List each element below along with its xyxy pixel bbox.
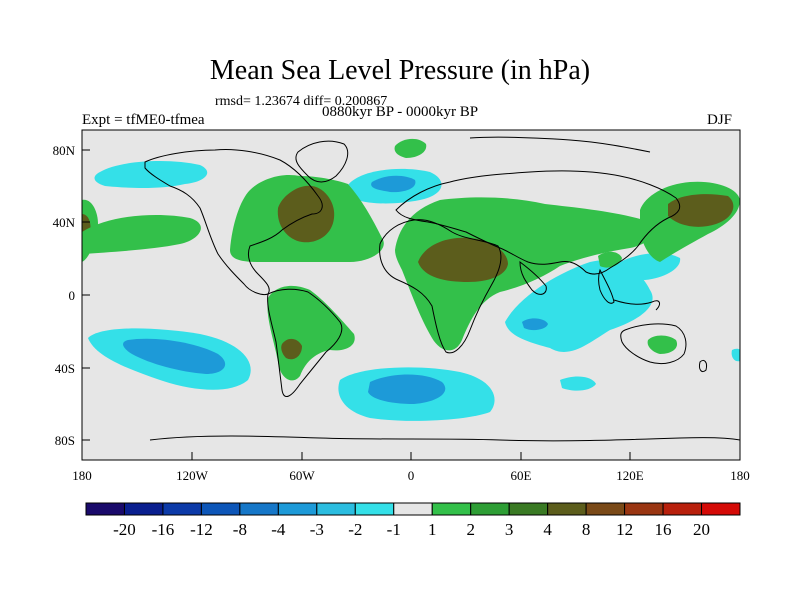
colorbar-swatch (585, 502, 626, 516)
colorbar-swatch (662, 502, 703, 516)
colorbar-label: -8 (233, 520, 247, 539)
positive-anomaly-arctic (394, 138, 427, 158)
lat-tick-label: 0 (69, 288, 76, 303)
positive-anomaly-north-pacific-band (82, 214, 201, 254)
colorbar-label: 1 (428, 520, 437, 539)
colorbar-label: -3 (310, 520, 324, 539)
colorbar-label: -2 (348, 520, 362, 539)
colorbar-swatch (277, 502, 318, 516)
negative-anomaly-south-of-australia (560, 376, 596, 391)
negative-anomaly-east-pacific (731, 348, 740, 362)
colorbar-swatch (701, 502, 741, 516)
positive-anomaly-south-america-core (281, 338, 302, 360)
season-label: DJF (707, 112, 733, 128)
colorbar-swatch (239, 502, 279, 516)
lon-tick-label: 60W (289, 468, 315, 483)
colorbar-swatch (316, 502, 356, 516)
colorbar-swatch (508, 502, 549, 516)
colorbar-label: 3 (505, 520, 514, 539)
colorbar-label: -20 (113, 520, 136, 539)
colorbar-label: -4 (271, 520, 286, 539)
map-title: Mean Sea Level Pressure (in hPa) (209, 55, 591, 86)
colorbar-swatch (393, 502, 433, 516)
colorbar-label: -12 (190, 520, 213, 539)
negative-anomaly-maritime (620, 253, 681, 280)
lon-tick-label: 120W (176, 468, 209, 483)
positive-anomaly-australia (647, 335, 678, 354)
lon-tick-label: 120E (616, 468, 644, 483)
colorbar-label: 4 (543, 520, 552, 539)
negative-anomaly-indian-ocean (505, 260, 653, 352)
colorbar-swatch (85, 502, 125, 516)
colorbar-swatch (162, 502, 202, 516)
lat-tick-label: 80N (53, 143, 76, 158)
negative-anomaly-south-atlantic-core (368, 374, 446, 404)
positive-anomaly-east-asia (598, 251, 622, 268)
colorbar-swatch (431, 502, 472, 516)
lat-tick-label: 40S (55, 361, 75, 376)
latitude-axis (82, 149, 90, 441)
colorbar-swatch (547, 502, 587, 516)
colorbar-swatch (354, 502, 395, 516)
lat-tick-label: 40N (53, 215, 76, 230)
lon-tick-label: 180 (72, 468, 92, 483)
colorbar-label: 2 (466, 520, 475, 539)
rmsd-diff-stats: rmsd= 1.23674 diff= 0.200867 (215, 94, 388, 109)
negative-anomaly-indian-ocean-core (522, 318, 548, 331)
lat-tick-label: 80S (55, 433, 75, 448)
negative-anomaly-south-pacific-core (123, 338, 226, 374)
longitude-axis (81, 452, 741, 460)
colorbar-swatch (624, 502, 664, 516)
colorbar: -20 -16 -12 -8 -4 -3 -2 -1 1 2 3 4 8 12 16 20 (85, 502, 741, 539)
colorbar-label: 20 (693, 520, 710, 539)
colorbar-label: 8 (582, 520, 591, 539)
lon-tick-label: 60E (511, 468, 532, 483)
colorbar-swatch (200, 502, 241, 516)
colorbar-swatch (470, 502, 510, 516)
lon-tick-label: 0 (408, 468, 415, 483)
negative-anomaly-north-atlantic-core (371, 175, 416, 193)
colorbar-label: 12 (616, 520, 633, 539)
colorbar-swatch (123, 502, 164, 516)
experiment-label: Expt = tfME0-tfmea (82, 112, 205, 128)
colorbar-label: -16 (152, 520, 175, 539)
lon-tick-label: 180 (730, 468, 750, 483)
positive-anomaly-africa-core (418, 237, 508, 282)
negative-anomaly-north-pacific (94, 160, 208, 188)
coastlines (144, 136, 740, 442)
colorbar-label: -1 (387, 520, 401, 539)
positive-anomaly-northwest-pacific-core (668, 194, 734, 227)
colorbar-label: 16 (655, 520, 672, 539)
period-label: 0880kyr BP - 0000kyr BP (322, 104, 479, 120)
